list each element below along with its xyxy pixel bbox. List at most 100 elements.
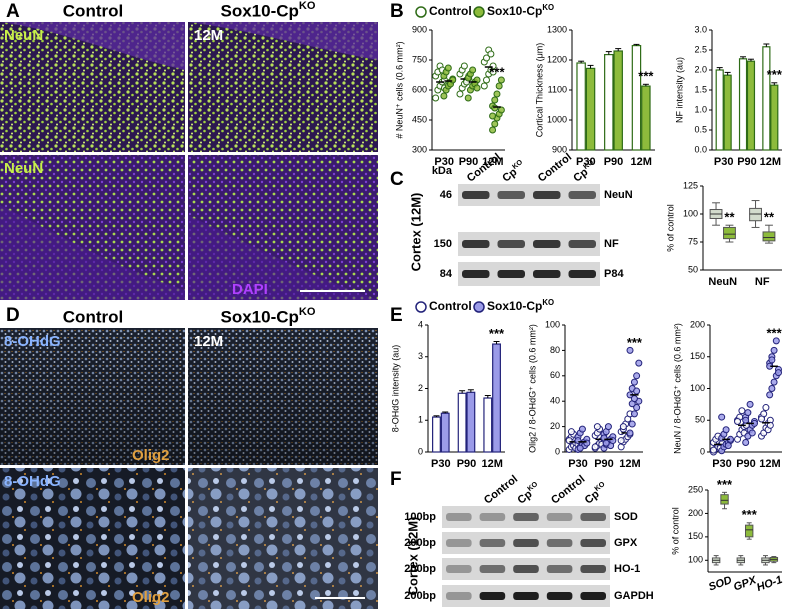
x-tick-label: P90 (594, 458, 614, 470)
data-point (772, 337, 780, 345)
legend-label: Control (429, 299, 472, 313)
y-tick-label: 4 (418, 319, 423, 329)
image-label: Olig2 (132, 447, 170, 464)
gel-band (546, 539, 573, 547)
x-tick-label: 12M (482, 156, 503, 168)
x-tick-label: 12M (760, 156, 781, 168)
y-tick-label: 3 (418, 351, 423, 361)
marker-label: 46 (440, 189, 452, 201)
image-label: 8-OHdG (4, 473, 61, 490)
gel-band (580, 539, 606, 547)
data-point (576, 444, 584, 452)
y-tick-label: 200 (690, 319, 705, 329)
x-tick-label: 12M (481, 458, 502, 470)
band-label: HO-1 (614, 563, 640, 575)
data-point (630, 410, 638, 418)
x-tick-label: P90 (736, 458, 756, 470)
side-label: Cortex (12M) (408, 193, 423, 272)
bar (483, 397, 493, 453)
y-tick-label: 0.0 (694, 144, 707, 154)
data-point (619, 423, 627, 431)
data-point (768, 385, 776, 392)
gel-band (513, 592, 539, 600)
y-tick-label: 100 (545, 319, 560, 329)
data-point (758, 415, 766, 423)
y-tick-label: 150 (690, 351, 705, 361)
y-tick-label: 40 (550, 396, 560, 406)
superscript: KO (526, 480, 540, 493)
data-point (444, 64, 452, 72)
gel-band (479, 539, 506, 547)
bar (492, 343, 501, 453)
box (762, 231, 776, 242)
panel-letter: E (390, 305, 403, 326)
significance: *** (489, 64, 505, 79)
marker-label: 100bp (404, 511, 436, 523)
data-point (635, 359, 643, 367)
legend-swatch (415, 301, 427, 313)
y-tick-label: 1.5 (694, 84, 707, 94)
data-point (633, 372, 641, 380)
lane-label: Control (549, 473, 587, 507)
data-point (633, 387, 641, 395)
data-point (617, 437, 625, 445)
data-point (493, 90, 501, 98)
x-tick-label: P90 (459, 156, 479, 168)
gel-band (462, 270, 490, 278)
bar (432, 416, 441, 453)
y-tick-label: 250 (688, 484, 703, 494)
bar (613, 50, 623, 151)
data-point (626, 429, 634, 437)
panel-letter: F (390, 469, 402, 490)
data-point (480, 82, 488, 90)
marker-label: 84 (440, 268, 453, 280)
x-tick-label: 12M (759, 458, 780, 470)
y-tick-label: 60 (550, 370, 560, 380)
data-point (742, 416, 750, 424)
significance: *** (742, 507, 758, 522)
data-point (567, 428, 575, 436)
x-tick-label: 12M (630, 156, 651, 168)
marker-label: 200bp (404, 537, 436, 549)
x-tick-label: P30 (434, 156, 454, 168)
legend-label: Sox10-CpKO (487, 298, 554, 314)
significance: ** (764, 210, 775, 225)
lane-label: Control (482, 473, 520, 507)
bar (604, 53, 614, 151)
data-point (738, 407, 746, 415)
y-tick-label: 80 (550, 345, 560, 355)
gel-band (533, 270, 561, 278)
gel-band (462, 191, 490, 199)
y-axis-label: 8-OHdG intensity (au) (390, 345, 400, 433)
x-tick-label: NF (755, 276, 770, 288)
data-point (591, 443, 599, 451)
data-point (583, 439, 591, 447)
gel-band (479, 565, 506, 573)
micrograph (0, 328, 378, 609)
marker-label: 200bp (404, 563, 436, 575)
gel-band (497, 240, 525, 248)
y-tick-label: 20 (550, 421, 560, 431)
y-tick-label: 0.5 (694, 124, 707, 134)
x-tick-label: HO-1 (755, 574, 784, 594)
gel-band (546, 592, 573, 600)
superscript: KO (299, 0, 316, 12)
data-point (630, 378, 638, 386)
image-label: NeuN (4, 160, 43, 177)
x-tick-label: P30 (431, 458, 451, 470)
image-label: NeuN (4, 27, 43, 44)
data-point (456, 90, 464, 98)
bar (466, 391, 476, 453)
y-tick-label: 75 (688, 236, 698, 246)
band-label: SOD (614, 511, 638, 523)
data-point (768, 356, 776, 364)
gel-band (568, 270, 596, 278)
panel-letter: B (390, 1, 404, 22)
legend-label: Sox10-CpKO (487, 3, 554, 19)
image-label: 12M (194, 333, 223, 350)
band-label: GPX (614, 537, 638, 549)
y-tick-label: 1300 (547, 24, 567, 34)
data-point (487, 50, 495, 58)
x-tick-label: P30 (568, 458, 588, 470)
data-point (497, 106, 505, 114)
